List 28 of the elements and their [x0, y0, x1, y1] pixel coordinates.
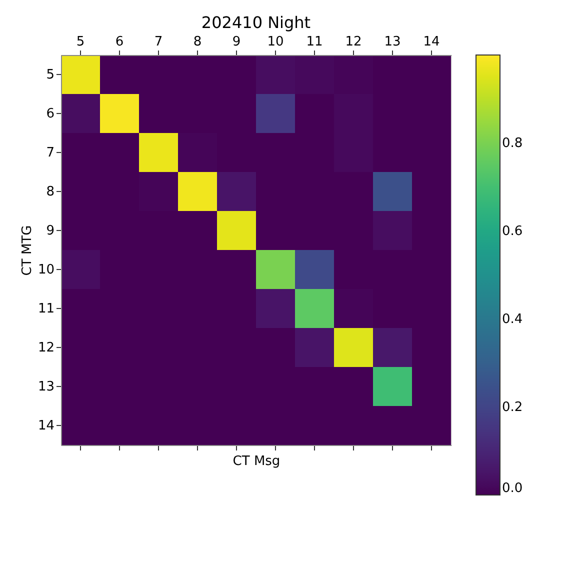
y-tick-label: 11 — [38, 302, 54, 316]
y-tick-label: 8 — [46, 184, 54, 200]
x-tick-label: 9 — [232, 34, 241, 50]
color-bar-label: 0.6 — [502, 224, 523, 239]
x-tick-label: 7 — [154, 34, 163, 50]
x-tick-label: 8 — [193, 34, 202, 50]
y-tick-label: 7 — [46, 146, 54, 160]
color-bar-label: 0.4 — [502, 312, 523, 327]
y-tick-label: 9 — [46, 224, 54, 238]
x-tick-label: 13 — [384, 34, 401, 50]
color-bar-label: 0.0 — [502, 481, 523, 496]
x-tick-label: 6 — [115, 34, 124, 50]
y-tick-label: 12 — [38, 340, 54, 356]
y-tick-label: 6 — [46, 106, 54, 122]
x-tick-label: 14 — [423, 34, 440, 50]
x-tick-label: 10 — [267, 34, 284, 50]
x-tick-label: 11 — [306, 34, 323, 50]
chart-title: 202410 Night — [201, 13, 311, 32]
x-tick-label: 12 — [345, 34, 362, 50]
x-tick-label: 5 — [76, 34, 85, 50]
x-axis-title: CT Msg — [232, 454, 280, 469]
color-bar-label: 0.8 — [502, 136, 523, 151]
y-axis-title: CT MTG — [20, 225, 35, 276]
y-tick-label: 5 — [46, 68, 54, 82]
y-tick-label: 10 — [38, 262, 54, 278]
y-tick-label: 13 — [38, 380, 54, 394]
y-tick-label: 14 — [38, 418, 54, 434]
color-bar-label: 0.2 — [502, 400, 523, 415]
